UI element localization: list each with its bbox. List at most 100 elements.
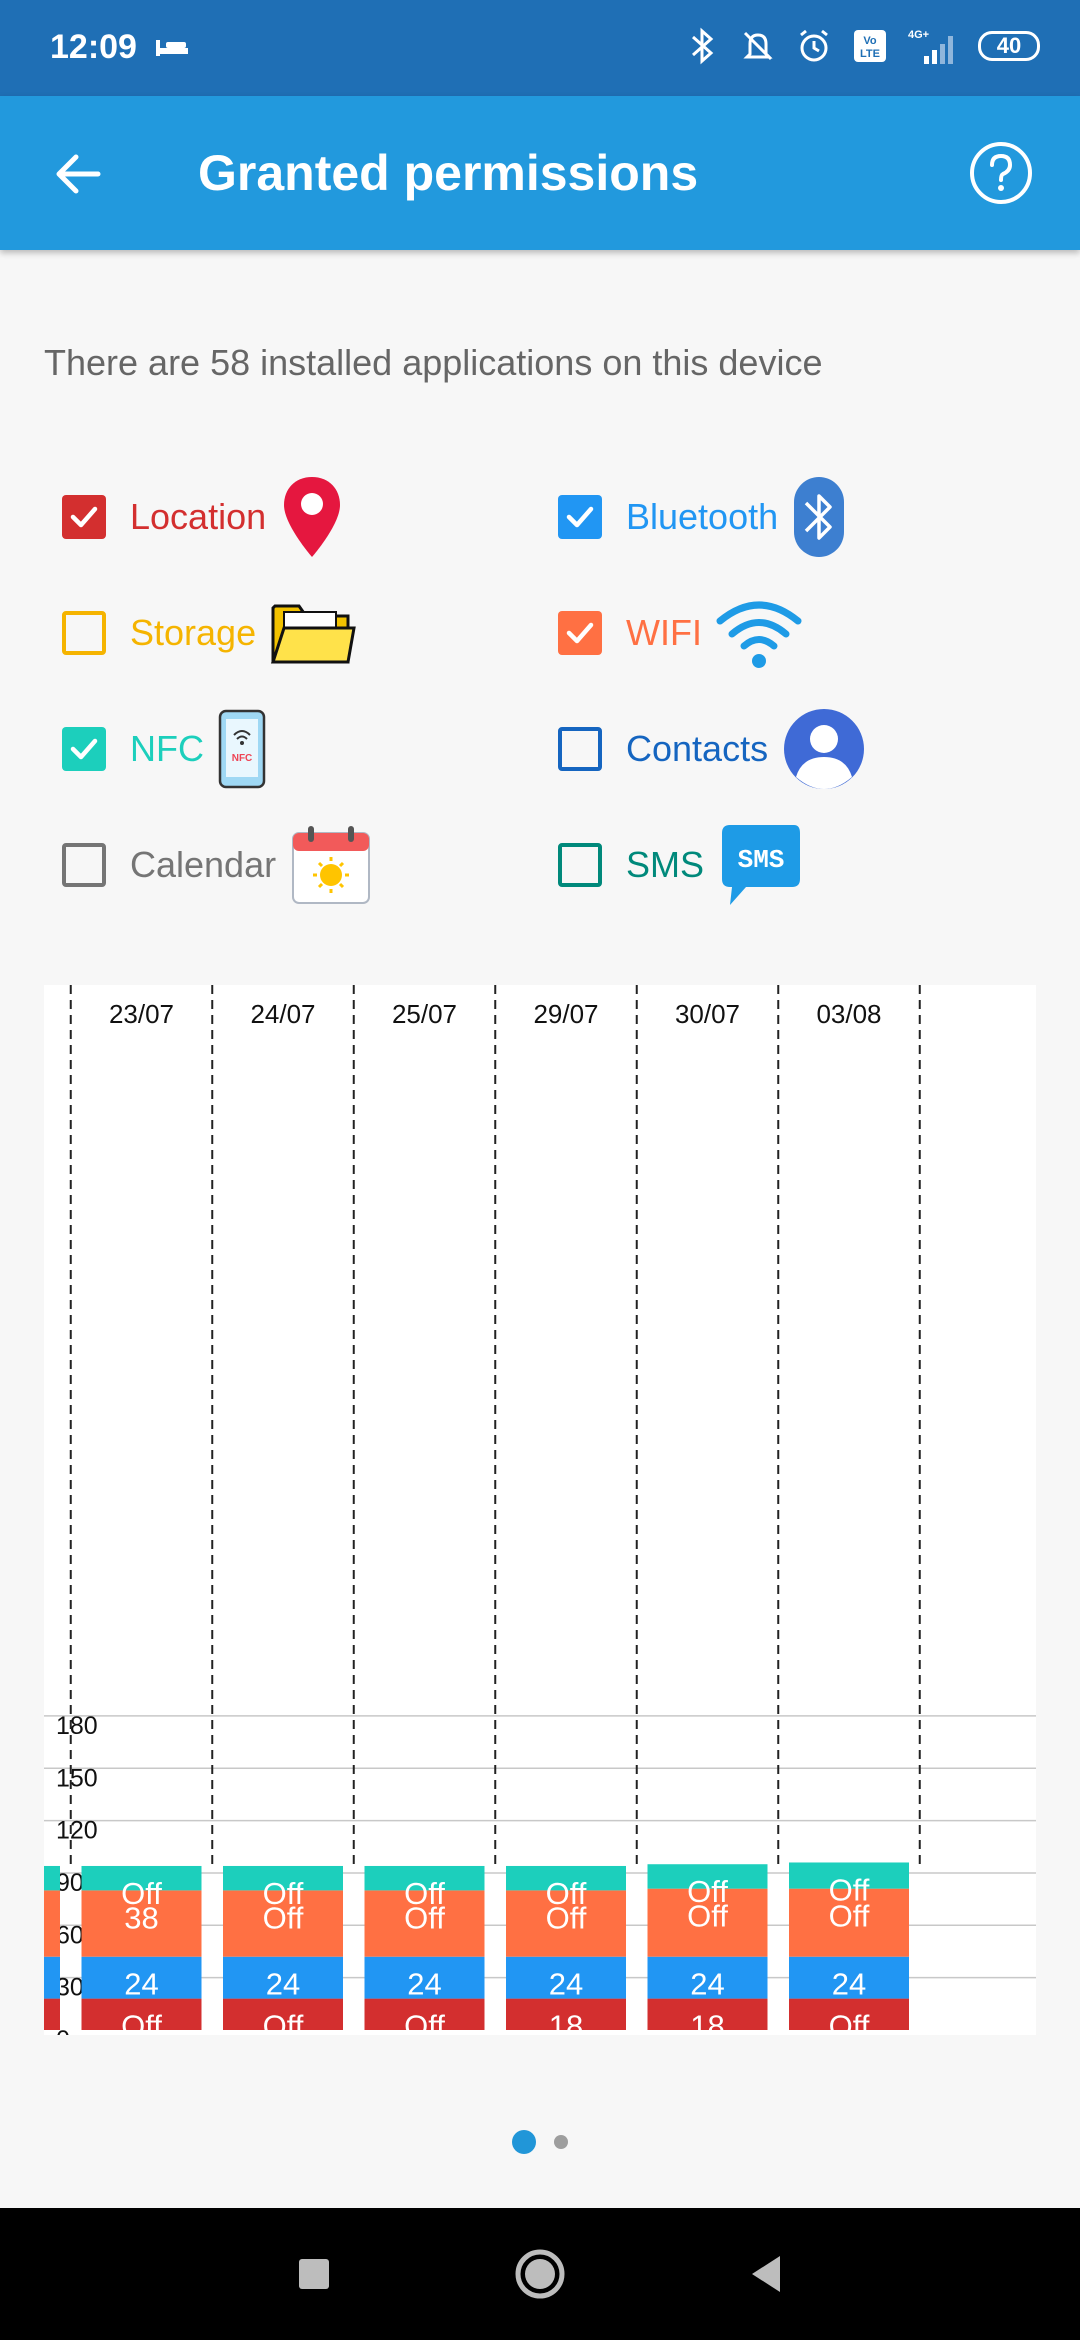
status-bar: 12:09 Vo LTE 4G+ 40 (0, 0, 1080, 96)
bar-value-label: Off (687, 1899, 728, 1934)
installed-apps-count: There are 58 installed applications on t… (44, 342, 823, 383)
bar-value-label: Off (829, 1899, 870, 1934)
bar-value-label: Off (546, 1900, 587, 1935)
x-tick-label: 30/07 (675, 999, 740, 1029)
bar-value-label: Off (404, 2009, 445, 2035)
nfc-checkbox[interactable] (62, 727, 106, 771)
signal-icon: 4G+ (906, 26, 962, 66)
permission-calendar[interactable]: Calendar (62, 826, 372, 904)
bar-segment (647, 1998, 768, 2030)
bar-value-label: Off (121, 2009, 162, 2035)
recents-button[interactable] (282, 2242, 346, 2306)
calendar-icon (290, 823, 372, 907)
bar-segment (789, 1888, 909, 1957)
bluetooth-label: Bluetooth (626, 496, 779, 537)
navigation-bar (0, 2208, 1080, 2340)
bar-segment (789, 1956, 909, 1999)
bar-segment (81, 1956, 202, 1999)
y-tick-label: 150 (56, 1764, 98, 1792)
bar-value-label: Off (263, 1900, 304, 1935)
bar-segment (81, 1998, 202, 2030)
folder-icon (270, 598, 356, 668)
location-checkbox[interactable] (62, 495, 106, 539)
permission-storage[interactable]: Storage (62, 598, 356, 668)
wifi-checkbox[interactable] (558, 611, 602, 655)
bar-value-label: 24 (549, 1967, 583, 2002)
bar-segment (44, 1998, 60, 2030)
bar-value-label: 18 (549, 2009, 583, 2035)
permission-bluetooth[interactable]: Bluetooth (558, 477, 846, 557)
bar-segment (789, 1998, 909, 2030)
nfc-phone-icon: NFC (218, 709, 266, 789)
sms-bubble-icon: SMS (718, 823, 802, 907)
contacts-checkbox[interactable] (558, 727, 602, 771)
network-type: 4G+ (908, 29, 929, 41)
volte-icon: Vo LTE (850, 26, 890, 66)
battery-level: 40 (996, 33, 1022, 58)
bar-segment (81, 1865, 202, 1891)
home-button[interactable] (508, 2242, 572, 2306)
bar-segment (506, 1998, 626, 2030)
permission-contacts[interactable]: Contacts (558, 709, 866, 789)
bar-value-label: 24 (407, 1967, 441, 2002)
bar-value-label: 24 (690, 1967, 724, 2002)
y-tick-label: 120 (56, 1817, 98, 1845)
permission-location[interactable]: Location (62, 477, 344, 557)
bar-segment (223, 1956, 343, 1999)
back-arrow-icon[interactable] (48, 144, 108, 204)
bar-value-label: Off (263, 2009, 304, 2035)
bluetooth-checkbox[interactable] (558, 495, 602, 539)
bar-segment (506, 1865, 626, 1891)
y-tick-label: 180 (56, 1712, 98, 1740)
app-bar: Granted permissions (0, 96, 1080, 250)
x-tick-label: 29/07 (533, 999, 598, 1029)
svg-text:Vo: Vo (863, 35, 877, 47)
storage-label: Storage (130, 612, 257, 653)
bar-segment (44, 1890, 60, 1957)
wifi-label: WIFI (626, 612, 702, 653)
alarm-icon (794, 26, 834, 66)
bar-value-label: 24 (266, 1967, 300, 2002)
bar-segment (647, 1864, 768, 1889)
svg-text:SMS: SMS (738, 845, 785, 875)
bar-segment (223, 1998, 343, 2030)
bar-value-label: Off (263, 1876, 304, 1911)
bar-value-label: 24 (124, 1967, 158, 2002)
permission-wifi[interactable]: WIFI (558, 598, 802, 668)
contact-avatar-icon (782, 707, 866, 791)
location-label: Location (130, 496, 267, 537)
bar-value-label: Off (404, 1900, 445, 1935)
page-dot[interactable] (512, 2130, 536, 2154)
bluetooth-status-icon (682, 26, 722, 66)
page-indicator (0, 2130, 1080, 2154)
storage-checkbox[interactable] (62, 611, 106, 655)
permission-nfc[interactable]: NFC NFC (62, 709, 266, 789)
bar-segment (647, 1956, 768, 1999)
svg-text:LTE: LTE (860, 48, 880, 60)
bar-segment (364, 1890, 485, 1957)
page-dot[interactable] (554, 2135, 568, 2149)
nfc-label: NFC (130, 728, 204, 769)
bar-value-label: Off (546, 1876, 587, 1911)
bar-segment (789, 1862, 909, 1889)
y-tick-label: 90 (56, 1869, 84, 1897)
svg-text:NFC: NFC (232, 753, 253, 764)
sms-checkbox[interactable] (558, 843, 602, 887)
permission-sms[interactable]: SMS SMS (558, 825, 802, 905)
bar-segment (364, 1998, 485, 2030)
x-tick-label: 24/07 (250, 999, 315, 1029)
help-icon[interactable] (968, 140, 1034, 206)
bar-segment (364, 1956, 485, 1999)
back-button[interactable] (734, 2242, 798, 2306)
bar-segment (506, 1890, 626, 1957)
wifi-icon (716, 595, 802, 671)
page-title: Granted permissions (198, 145, 699, 201)
battery-icon: 40 (978, 31, 1040, 61)
bar-segment (506, 1956, 626, 1999)
calendar-checkbox[interactable] (62, 843, 106, 887)
y-tick-label: 30 (56, 1974, 84, 2002)
bar-value-label: Off (829, 2009, 870, 2035)
bar-segment (364, 1865, 485, 1891)
bar-segment (223, 1890, 343, 1957)
bar-segment (647, 1888, 768, 1957)
